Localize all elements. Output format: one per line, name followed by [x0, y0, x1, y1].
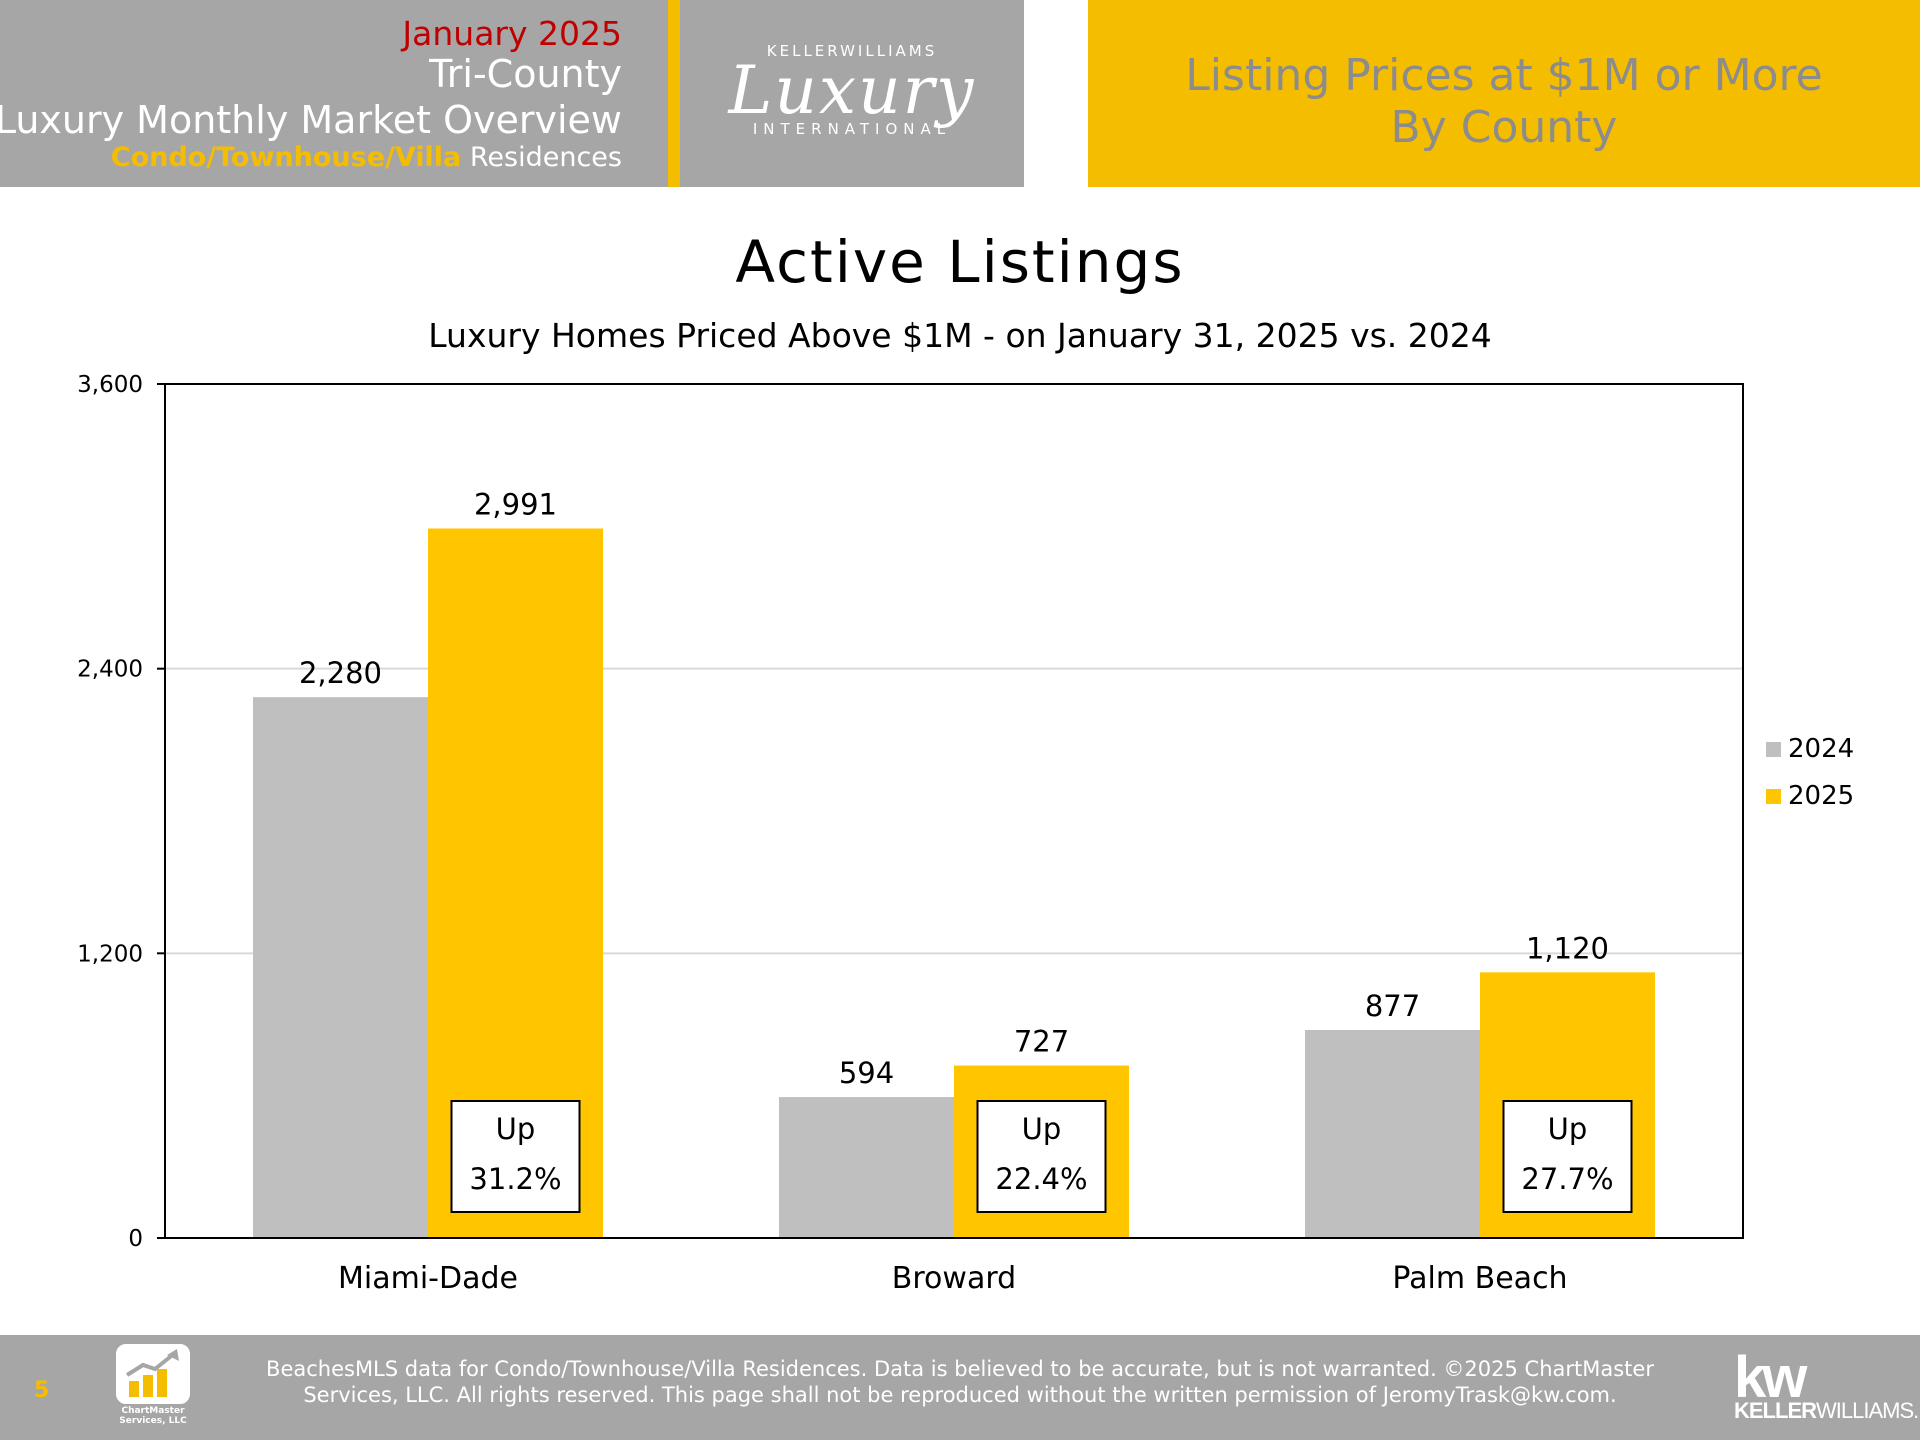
- section-title-line2: By County: [1390, 102, 1618, 153]
- header-right-panel: [1088, 0, 1920, 187]
- report-region: Tri-County: [429, 52, 622, 96]
- y-tick-label: 0: [128, 1226, 143, 1252]
- legend-label: 2025: [1788, 781, 1854, 811]
- chartmaster-logo-caption: ChartMaster Services, LLC: [104, 1406, 202, 1426]
- disclaimer-line1: BeachesMLS data for Condo/Townhouse/Vill…: [266, 1357, 1654, 1381]
- header-logo-panel: [680, 0, 1024, 187]
- chart-subtitle: Luxury Homes Priced Above $1M - on Janua…: [428, 316, 1492, 355]
- active-listings-chart: 0 1,200 2,400 3,600 2,280 2,991 Up 31.2% Miami-D…: [77, 372, 1854, 1296]
- change-direction: Up: [1548, 1112, 1588, 1146]
- category-label: Miami-Dade: [338, 1261, 518, 1296]
- logo-caption-line2: Services, LLC: [119, 1416, 187, 1426]
- bar-2024: [779, 1097, 954, 1238]
- report-month: January 2025: [402, 14, 622, 53]
- report-property-type: Condo/Townhouse/Villa Residences: [111, 142, 622, 173]
- legend-swatch: [1766, 789, 1781, 804]
- data-label: 2,991: [474, 487, 557, 521]
- legend-label: 2024: [1788, 734, 1854, 764]
- footer-bar: [0, 1335, 1920, 1440]
- data-label: 877: [1365, 989, 1420, 1023]
- chart-growth-icon: [125, 1349, 179, 1397]
- kw-name-bold: KELLER: [1734, 1398, 1817, 1423]
- chart-title: Active Listings: [735, 228, 1185, 296]
- logo-caption-line1: ChartMaster: [121, 1406, 185, 1416]
- bar-2024: [253, 697, 428, 1238]
- property-type-label: Condo/Townhouse/Villa: [110, 142, 462, 173]
- header-gold-stripe: [668, 0, 680, 187]
- change-direction: Up: [496, 1112, 536, 1146]
- disclaimer-line2: Services, LLC. All rights reserved. This…: [303, 1383, 1617, 1407]
- category-label: Broward: [892, 1261, 1016, 1296]
- change-box: [1502, 1100, 1633, 1213]
- change-percent: 22.4%: [995, 1162, 1087, 1196]
- data-label: 1,120: [1526, 931, 1609, 965]
- data-label: 727: [1014, 1025, 1069, 1059]
- page-number: 5: [34, 1378, 50, 1403]
- kw-name-rest: WILLIAMS.: [1816, 1398, 1919, 1423]
- footer-disclaimer: BeachesMLS data for Condo/Townhouse/Vill…: [250, 1356, 1670, 1408]
- kw-luxury-logo-top: KELLERWILLIAMS: [766, 42, 938, 60]
- change-percent: 31.2%: [469, 1162, 561, 1196]
- y-tick-label: 2,400: [77, 657, 143, 683]
- kw-logo-mark: kw: [1734, 1345, 1807, 1410]
- y-tick-label: 3,600: [77, 372, 143, 398]
- plot-frame: [164, 383, 1744, 1239]
- change-box: [976, 1100, 1107, 1213]
- change-percent: 27.7%: [1521, 1162, 1613, 1196]
- change-box: [450, 1100, 581, 1213]
- kw-logo-name: KELLERWILLIAMS.: [1734, 1398, 1919, 1424]
- report-title: Luxury Monthly Market Overview: [0, 98, 622, 142]
- section-title-line1: Listing Prices at $1M or More: [1185, 50, 1823, 101]
- kw-luxury-logo-script: Luxury: [728, 52, 976, 129]
- bar-2024: [1305, 1029, 1480, 1238]
- header-left-panel: [0, 0, 668, 187]
- category-label: Palm Beach: [1392, 1261, 1567, 1296]
- legend-swatch: [1766, 742, 1781, 757]
- change-direction: Up: [1022, 1112, 1062, 1146]
- kw-luxury-logo-bottom: INTERNATIONAL: [752, 120, 952, 138]
- header-gap: [1024, 0, 1088, 187]
- y-tick-label: 1,200: [77, 941, 143, 967]
- data-label: 2,280: [299, 656, 382, 690]
- residences-label: Residences: [469, 142, 622, 173]
- chartmaster-logo-icon: [116, 1344, 190, 1404]
- data-label: 594: [839, 1056, 894, 1090]
- section-title: Listing Prices at $1M or More By County: [1088, 50, 1920, 154]
